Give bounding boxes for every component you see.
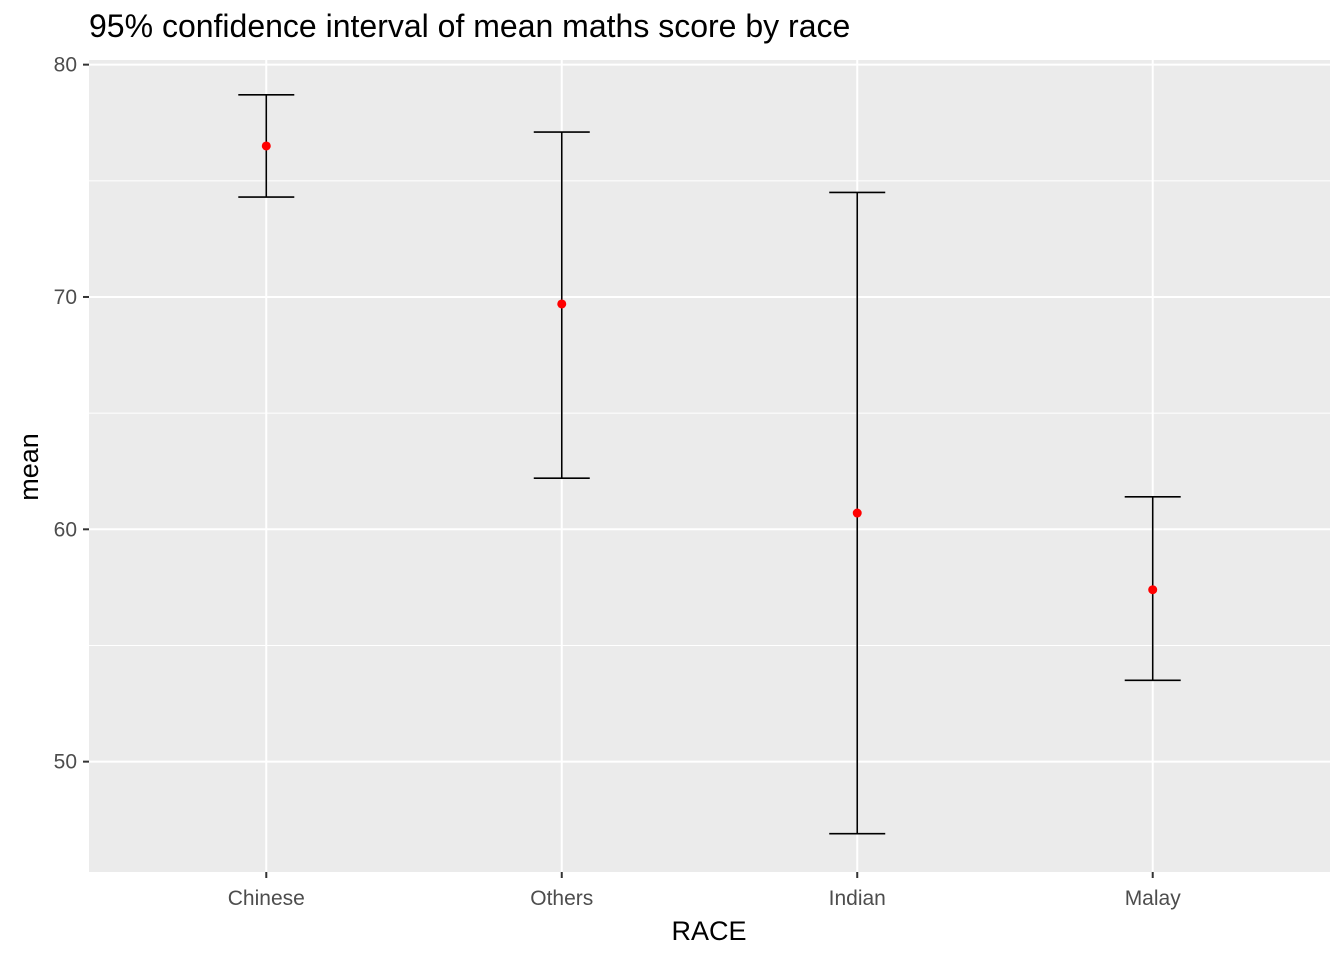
grid-minor <box>89 180 1330 646</box>
plot-panel <box>89 60 1330 872</box>
error-bar-group <box>533 131 590 479</box>
y-axis-label: mean <box>14 433 44 501</box>
mean-point <box>1148 585 1158 595</box>
x-tick-label: Indian <box>829 887 886 910</box>
y-axis: 50 60 70 80 <box>54 54 89 774</box>
mean-point <box>261 141 271 151</box>
chart-title: 95% confidence interval of mean maths sc… <box>89 8 851 44</box>
error-bar-group <box>829 191 886 835</box>
x-axis: Chinese Others Indian Malay <box>228 872 1181 910</box>
error-bar-group <box>1124 495 1181 682</box>
error-bar-group <box>238 94 295 198</box>
x-axis-label: RACE <box>671 916 746 946</box>
error-bars <box>238 94 1181 835</box>
mean-point <box>852 508 862 518</box>
x-tick-label: Chinese <box>228 887 305 910</box>
y-tick-label: 50 <box>54 751 77 774</box>
y-tick-label: 80 <box>54 54 77 77</box>
mean-point <box>557 299 567 309</box>
y-tick-label: 70 <box>54 286 77 309</box>
y-tick-label: 60 <box>54 518 77 541</box>
x-tick-label: Others <box>530 887 593 910</box>
x-tick-label: Malay <box>1125 887 1182 910</box>
